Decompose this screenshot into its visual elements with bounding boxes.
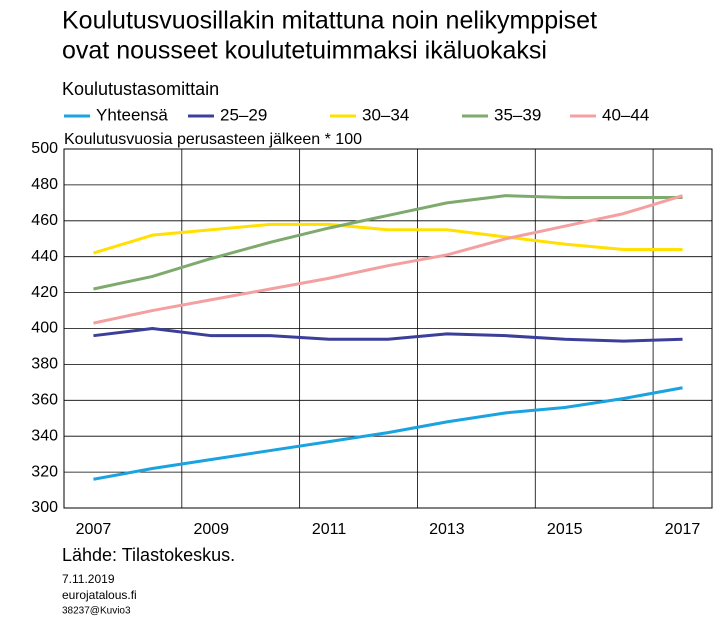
legend-label: 35–39 <box>494 105 541 124</box>
y-tick-label: 300 <box>31 499 58 516</box>
subtitle: Koulutustasomittain <box>62 79 219 99</box>
footer: 38237@Kuvio3 <box>62 606 131 617</box>
x-tick-label: 2013 <box>429 521 465 538</box>
legend-label: 30–34 <box>362 105 409 124</box>
y-tick-label: 420 <box>31 284 58 301</box>
source: Lähde: Tilastokeskus. <box>62 545 235 565</box>
x-tick-label: 2015 <box>547 521 583 538</box>
y-tick-label: 480 <box>31 176 58 193</box>
x-tick-label: 2011 <box>312 521 347 538</box>
series-line <box>93 327 683 343</box>
series-line <box>93 386 683 481</box>
legend-label: 25–29 <box>220 105 267 124</box>
series-line <box>93 194 683 291</box>
plot-border <box>63 148 713 509</box>
x-tick-label: 2009 <box>193 521 229 538</box>
x-tick-label: 2017 <box>665 521 701 538</box>
footer: eurojatalous.fi <box>62 588 137 602</box>
legend-label: Yhteensä <box>96 105 168 124</box>
y-tick-label: 460 <box>31 212 58 229</box>
series-line <box>93 222 683 255</box>
legend-label: 40–44 <box>602 105 649 124</box>
y-tick-label: 400 <box>31 320 58 337</box>
y-tick-label: 440 <box>31 248 58 265</box>
y-tick-label: 360 <box>31 392 58 409</box>
chart-title: Koulutusvuosillakin mitattuna noin nelik… <box>62 7 597 35</box>
y-tick-label: 340 <box>31 427 58 444</box>
y-tick-label: 320 <box>31 463 58 480</box>
series-line <box>93 194 683 325</box>
y-tick-label: 380 <box>31 356 58 373</box>
footer: 7.11.2019 <box>62 572 115 586</box>
x-tick-label: 2007 <box>76 521 112 538</box>
y-axis-label: Koulutusvuosia perusasteen jälkeen * 100 <box>64 131 362 148</box>
chart-title: ovat nousseet koulutetuimmaksi ikäluokak… <box>62 37 547 65</box>
y-tick-label: 500 <box>31 140 58 157</box>
